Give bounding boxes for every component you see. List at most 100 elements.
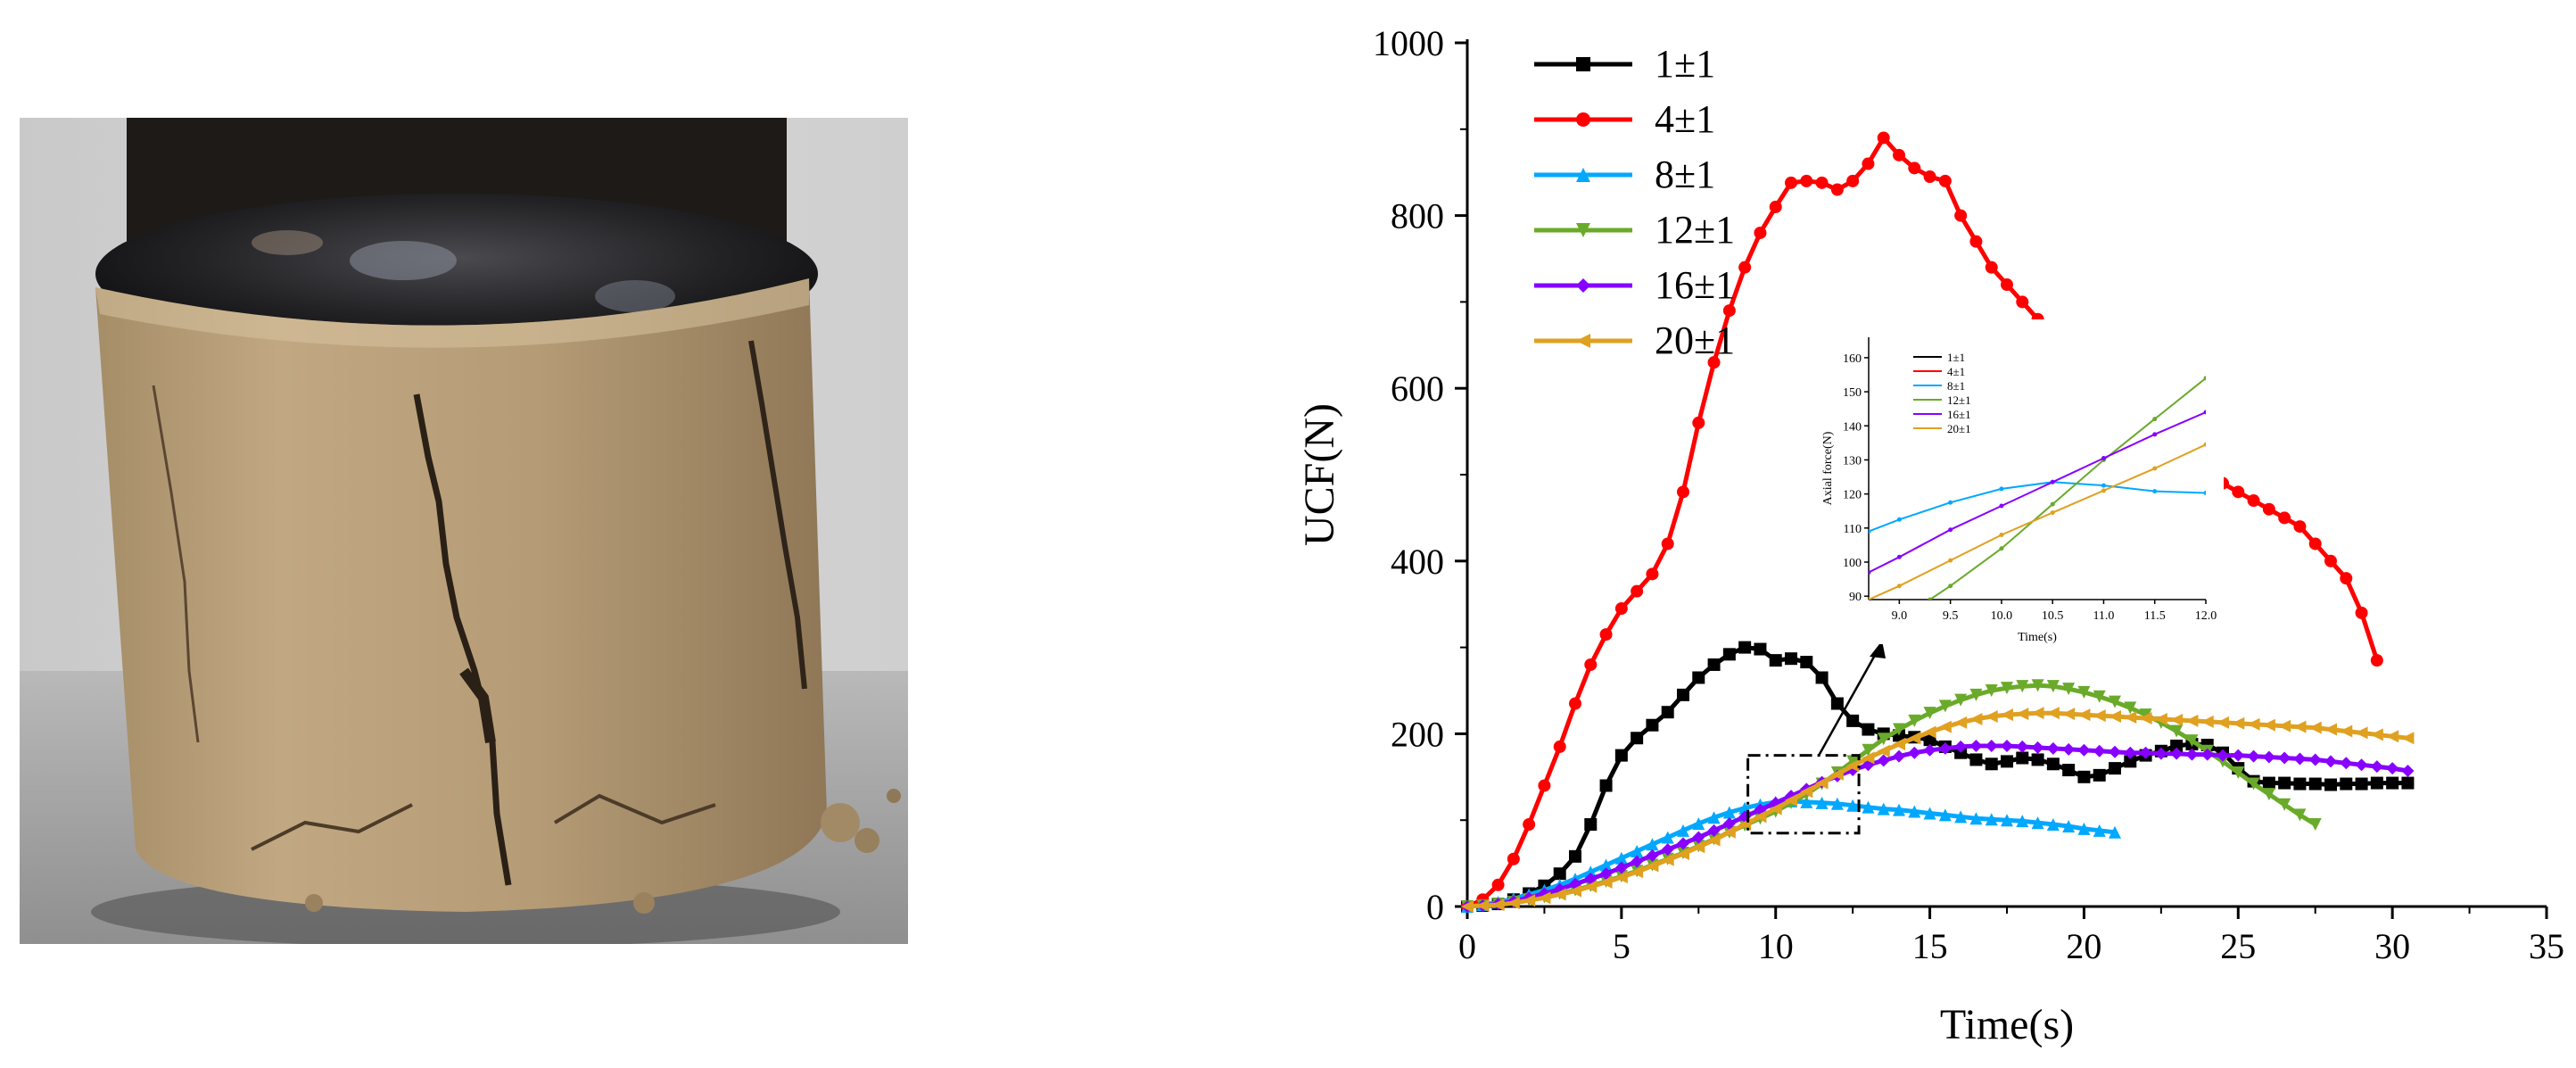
data-point	[2093, 768, 2106, 782]
data-point	[2001, 278, 2013, 292]
zoom-arrow-line	[1818, 642, 1884, 757]
data-point	[1800, 174, 1813, 187]
inset-background	[1842, 319, 2224, 644]
inset-series-line	[1869, 411, 2206, 574]
data-point	[1677, 837, 1689, 850]
data-point	[2062, 742, 2076, 756]
legend-marker	[1576, 168, 1590, 182]
data-point	[2247, 777, 2260, 791]
data-point	[2016, 815, 2029, 828]
data-point	[1938, 741, 1952, 755]
data-point	[2340, 757, 2353, 770]
data-point	[1785, 793, 1797, 807]
inset-data-point	[2203, 376, 2206, 381]
inset-data-point	[2203, 410, 2206, 415]
inset-y-tick-label: 110	[1844, 523, 1862, 536]
data-point	[2401, 776, 2415, 790]
data-point	[2139, 746, 2152, 759]
inset-data-point	[1999, 486, 2004, 492]
data-point	[1754, 642, 1767, 656]
data-point	[1631, 732, 1644, 745]
data-point	[1584, 865, 1598, 879]
data-point	[1738, 641, 1752, 654]
data-point	[1985, 813, 1998, 826]
data-point	[2046, 758, 2060, 771]
data-point	[2124, 701, 2137, 715]
cracked-sand-specimen-photo	[20, 118, 908, 944]
data-point	[2340, 724, 2353, 738]
legend-marker	[1576, 334, 1590, 348]
inset-legend-label: 1±1	[1947, 351, 1965, 364]
data-point	[1646, 849, 1659, 862]
data-point	[2170, 739, 2184, 752]
data-point	[2386, 762, 2399, 775]
data-point	[2308, 721, 2322, 734]
data-point	[2247, 494, 2260, 508]
data-point	[1553, 882, 1566, 896]
data-point	[1785, 652, 1797, 666]
data-point	[2293, 777, 2307, 791]
data-point	[1491, 878, 1505, 891]
inset-data-point	[1869, 529, 1871, 534]
data-point	[1599, 867, 1613, 881]
main-chart-axes: 0 5 10 15 20 25 30 35 0 200 400 600 800 1000 Time(s) UC…	[1296, 23, 2564, 1048]
data-point	[2278, 719, 2291, 733]
data-point	[2077, 708, 2091, 722]
data-point	[1738, 261, 1752, 274]
data-point	[2355, 758, 2368, 772]
data-point	[1677, 688, 1689, 701]
data-point	[1646, 838, 1659, 851]
data-point	[1923, 743, 1936, 757]
data-point	[1908, 732, 1921, 745]
data-point	[2031, 707, 2044, 720]
inset-data-point	[1869, 569, 1871, 575]
data-point	[1707, 833, 1721, 847]
data-point	[2278, 751, 2291, 765]
data-point	[2293, 808, 2307, 822]
data-point	[1954, 740, 1968, 753]
legend-marker	[1576, 223, 1590, 237]
data-point	[1800, 785, 1813, 799]
data-point	[2185, 714, 2199, 727]
data-point	[1661, 706, 1674, 719]
legend-marker	[1576, 57, 1590, 71]
inset-data-point	[2152, 466, 2158, 471]
data-point	[1661, 843, 1674, 857]
data-point	[2109, 745, 2121, 758]
inset-data-point	[2050, 501, 2055, 507]
legend-label: 8±1	[1655, 153, 1715, 196]
legend-label: 1±1	[1655, 42, 1715, 86]
inset-data-point	[2101, 456, 2106, 461]
data-point	[1631, 855, 1644, 868]
inset-data-point	[1999, 503, 2004, 509]
data-point	[1614, 749, 1628, 762]
data-point	[2109, 695, 2121, 708]
data-point	[1523, 894, 1536, 907]
data-point	[1893, 738, 1905, 751]
data-point	[2185, 734, 2199, 748]
inset-data-point	[1948, 527, 1953, 533]
data-point	[1785, 176, 1797, 189]
data-point	[2031, 753, 2044, 766]
data-point	[2247, 717, 2260, 731]
data-point	[1722, 806, 1736, 819]
data-point	[1646, 567, 1659, 581]
legend-label: 16±1	[1655, 263, 1735, 307]
inset-data-point	[2203, 490, 2206, 495]
data-point	[1908, 805, 1921, 818]
data-point	[1692, 671, 1705, 684]
data-point	[2308, 753, 2322, 766]
data-point	[1707, 356, 1721, 369]
data-point	[1938, 720, 1952, 733]
data-point	[2200, 748, 2214, 761]
data-point	[2062, 819, 2076, 832]
data-point	[2001, 755, 2013, 768]
data-point	[1553, 740, 1566, 753]
inset-data-point	[1999, 532, 2004, 537]
data-point	[2016, 740, 2029, 753]
inset-x-axis-label: Time(s)	[2018, 631, 2057, 644]
x-axis-label: Time(s)	[1940, 1001, 2074, 1048]
x-tick-label: 5	[1613, 926, 1631, 966]
data-point	[1599, 628, 1613, 642]
data-point	[2062, 708, 2076, 721]
